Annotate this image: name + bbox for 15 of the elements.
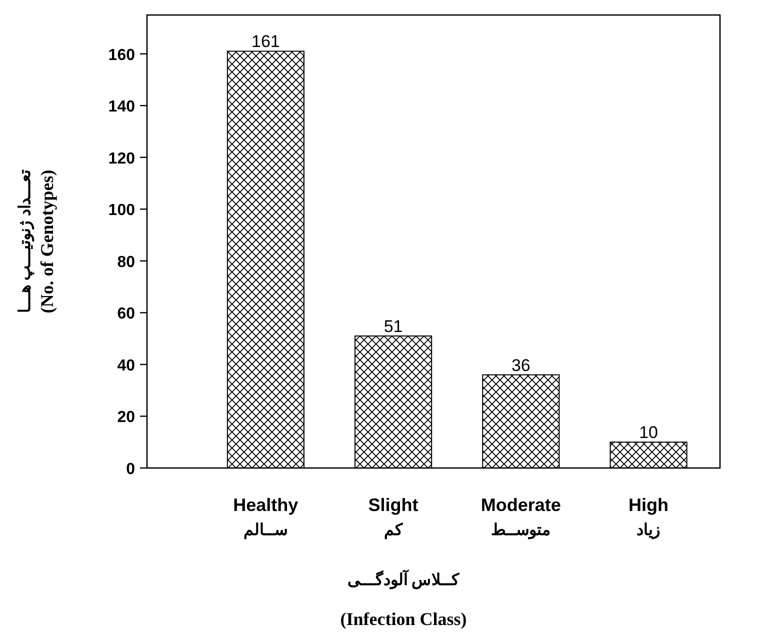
y-tick-label: 20 — [117, 409, 136, 426]
y-tick-label: 0 — [126, 461, 136, 478]
y-tick-label: 120 — [108, 150, 136, 168]
y-tick-label: 60 — [117, 306, 136, 323]
data-label: 51 — [384, 316, 403, 336]
y-tick-label: 140 — [108, 98, 136, 116]
y-tick-label: 100 — [108, 202, 136, 220]
bar: 10 — [610, 423, 688, 468]
y-tick-label: 80 — [117, 254, 136, 271]
data-label: 10 — [639, 423, 658, 442]
y-tick-label: 160 — [108, 46, 136, 64]
data-label: 36 — [511, 356, 530, 375]
data-label: 161 — [251, 32, 280, 52]
bar: 161 — [226, 32, 304, 468]
y-tick-label: 40 — [117, 357, 136, 374]
